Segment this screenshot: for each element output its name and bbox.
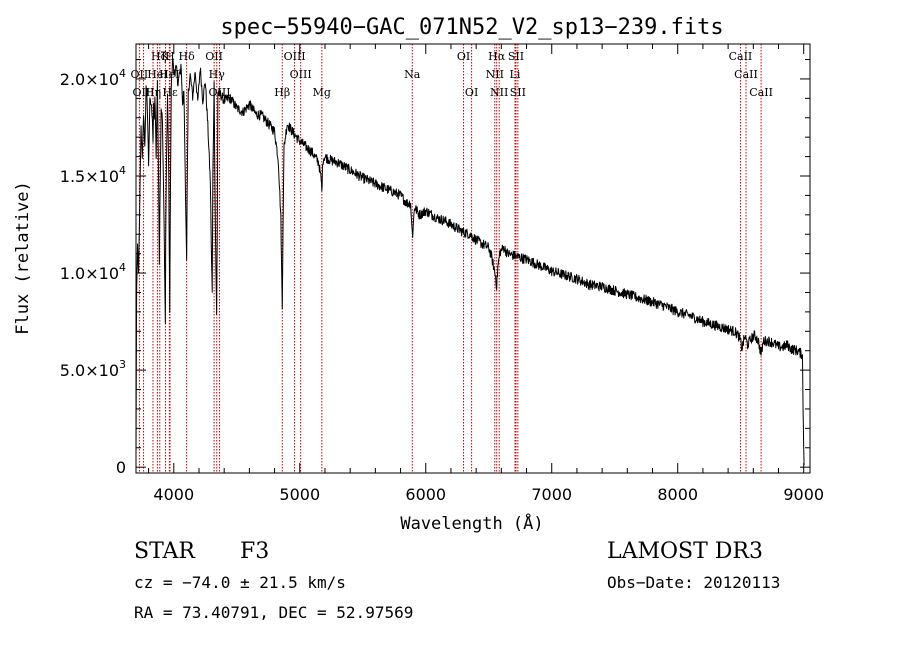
emission-line-label: Hδ <box>179 50 196 63</box>
emission-line-label: Hα <box>488 50 506 63</box>
emission-line-label: CaII <box>734 68 758 81</box>
emission-line-markers <box>138 44 762 473</box>
x-tick-label: 7000 <box>531 485 572 504</box>
y-tick-label: 1.5×104 <box>60 164 126 186</box>
survey-name: LAMOST DR3 <box>607 539 763 564</box>
emission-line-label: CaII <box>749 86 773 99</box>
y-tick-label: 1.0×104 <box>60 261 126 283</box>
y-tick-label: 0 <box>116 458 126 477</box>
obs-date: Obs−Date: 20120113 <box>607 573 781 592</box>
emission-line-label: OII <box>131 68 149 81</box>
emission-line-label: Li <box>510 68 521 81</box>
emission-line-label: OI <box>465 86 478 99</box>
x-tick-label: 5000 <box>279 485 320 504</box>
y-tick-mantissa: 2.0×10 <box>60 70 119 89</box>
emission-line-label: SII <box>508 50 524 63</box>
y-tick-mantissa: 5.0×10 <box>60 361 119 380</box>
emission-line-label: NII <box>486 68 504 81</box>
object-class: STAR <box>134 539 195 564</box>
emission-line-label: SII <box>510 86 526 99</box>
x-tick-label: 6000 <box>405 485 446 504</box>
x-tick-label: 4000 <box>153 485 194 504</box>
emission-line-label: OIII <box>290 68 312 81</box>
x-axis: 4000 5000 6000 7000 8000 9000 <box>148 44 824 504</box>
y-tick-label: 2.0×104 <box>60 67 126 89</box>
ra-dec-text: RA = 73.40791, DEC = 52.97569 <box>134 603 414 622</box>
emission-line-label: H <box>165 50 175 63</box>
emission-line-label: Hζ <box>151 50 167 63</box>
spectrum-line <box>135 58 805 466</box>
emission-line-label: Hε <box>162 86 178 99</box>
x-tick-label: 8000 <box>657 485 698 504</box>
emission-line-label: CaII <box>729 50 753 63</box>
emission-line-label: Mg <box>313 86 331 99</box>
emission-line-label: OIII <box>133 86 155 99</box>
emission-line-label: Hβ <box>274 86 290 99</box>
y-axis-label: Flux (relative) <box>13 181 33 335</box>
emission-line-label: HeI <box>147 68 167 81</box>
y-tick-label: 5.0×103 <box>60 358 126 380</box>
chart-title: spec−55940−GAC_071N52_V2_sp13−239.fits <box>220 15 723 40</box>
emission-line-label: K <box>161 50 170 63</box>
x-tick-label: 9000 <box>783 485 824 504</box>
emission-line-label: OI <box>457 50 470 63</box>
emission-line-label: OIII <box>284 50 306 63</box>
y-tick-mantissa: 0 <box>116 458 126 477</box>
y-tick-exponent: 4 <box>119 261 126 274</box>
subclass: F3 <box>240 539 270 564</box>
plot-frame <box>135 43 811 474</box>
y-tick-mantissa: 1.0×10 <box>60 264 119 283</box>
x-axis-label: Wavelength (Å) <box>400 512 543 534</box>
emission-line-label: Hγ <box>209 68 226 81</box>
y-tick-exponent: 4 <box>119 164 126 177</box>
y-tick-mantissa: 1.5×10 <box>60 167 119 186</box>
y-tick-exponent: 4 <box>119 67 126 80</box>
y-tick-exponent: 3 <box>119 358 126 371</box>
emission-line-label: Na <box>404 68 421 81</box>
emission-line-label: OII <box>205 50 223 63</box>
emission-line-label: NII <box>490 86 508 99</box>
spectrum-layer <box>135 58 805 466</box>
redshift-text: cz = −74.0 ± 21.5 km/s <box>134 573 346 592</box>
